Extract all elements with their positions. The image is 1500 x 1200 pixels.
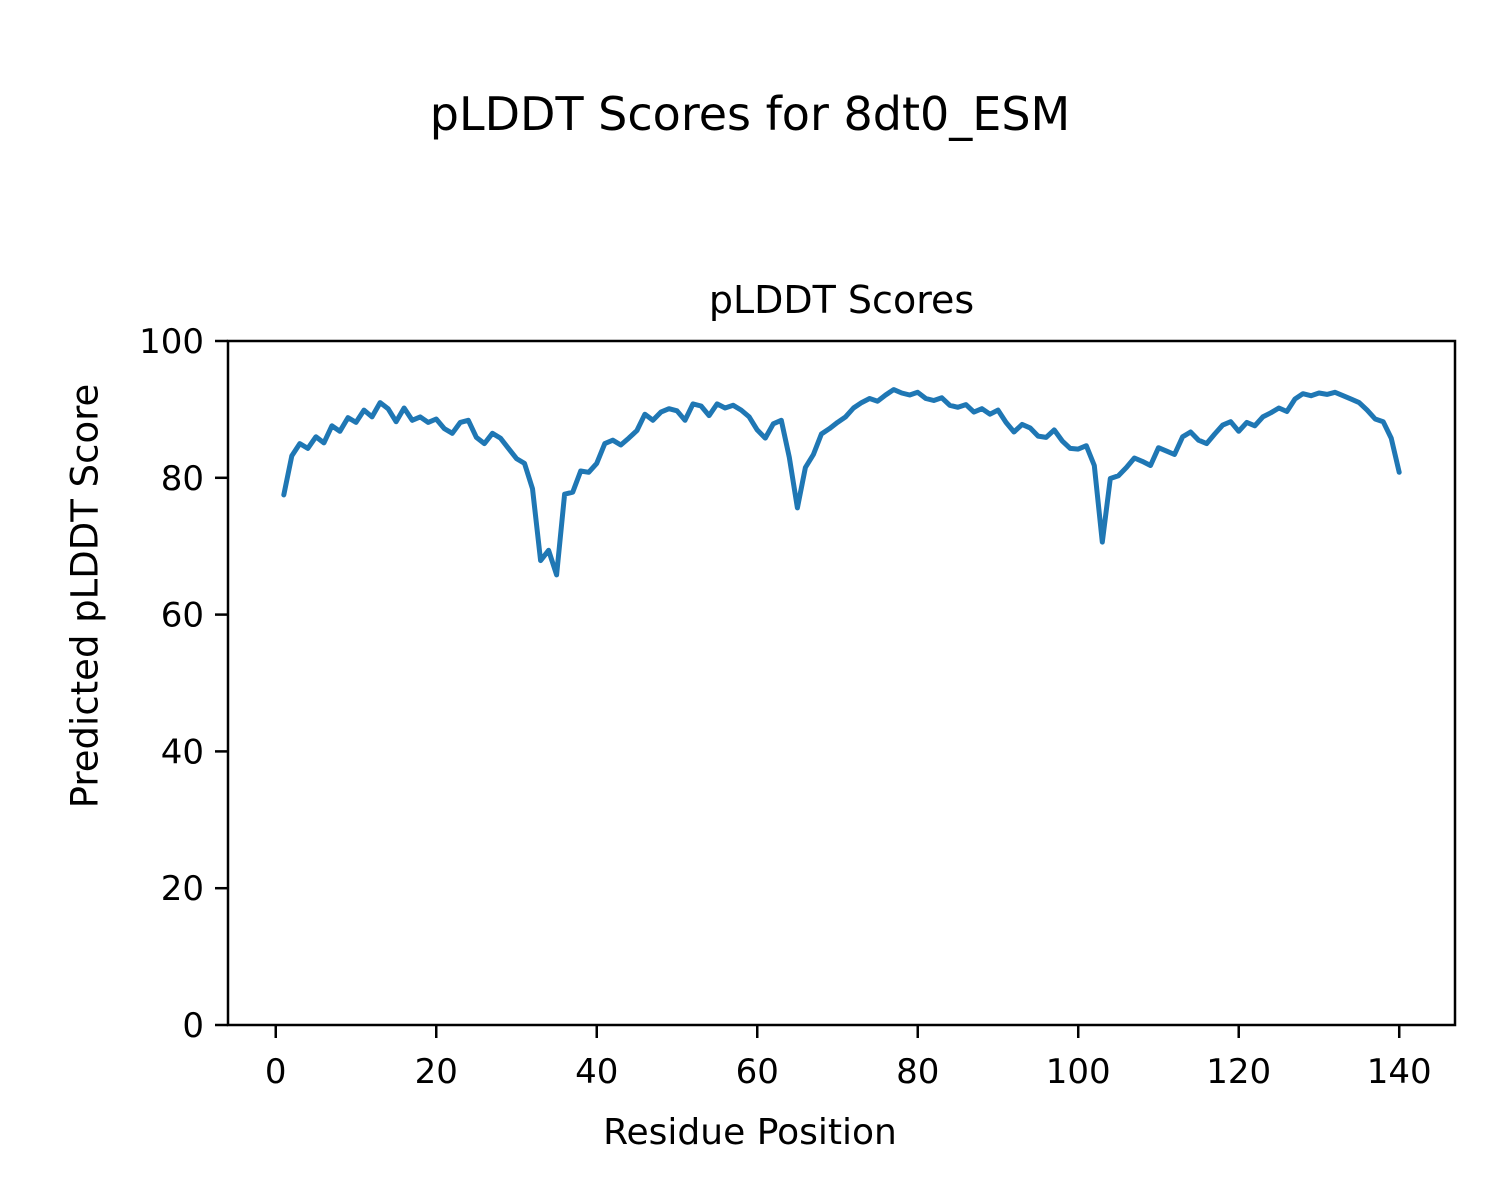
x-tick-label: 20 (415, 1052, 458, 1092)
y-tick-label: 100 (139, 322, 204, 362)
y-tick-label: 80 (161, 459, 204, 499)
x-tick-label: 80 (896, 1052, 939, 1092)
y-tick-label: 20 (161, 869, 204, 909)
x-tick-label: 140 (1367, 1052, 1432, 1092)
plddt-line (281, 387, 1402, 578)
x-tick-label: 120 (1206, 1052, 1271, 1092)
y-tick-label: 60 (161, 596, 204, 636)
x-tick-label: 0 (265, 1052, 287, 1092)
series-pLDDT (281, 387, 1402, 578)
x-tick-label: 100 (1046, 1052, 1111, 1092)
axes-spines (226, 339, 1457, 1027)
axes-title: pLDDT Scores (708, 278, 975, 322)
figure-suptitle: pLDDT Scores for 8dt0_ESM (429, 87, 1071, 141)
y-axis-ticks: 0 20 40 60 80 100 (139, 322, 228, 1046)
plot-frame (226, 339, 1457, 1027)
y-tick-label: 40 (161, 732, 204, 772)
x-tick-label: 40 (575, 1052, 618, 1092)
x-axis-label: Residue Position (603, 1112, 897, 1153)
x-tick-label: 60 (736, 1052, 779, 1092)
x-axis-ticks: 0 20 40 60 80 100 120 140 (265, 1025, 1432, 1092)
y-tick-label: 0 (182, 1006, 204, 1046)
